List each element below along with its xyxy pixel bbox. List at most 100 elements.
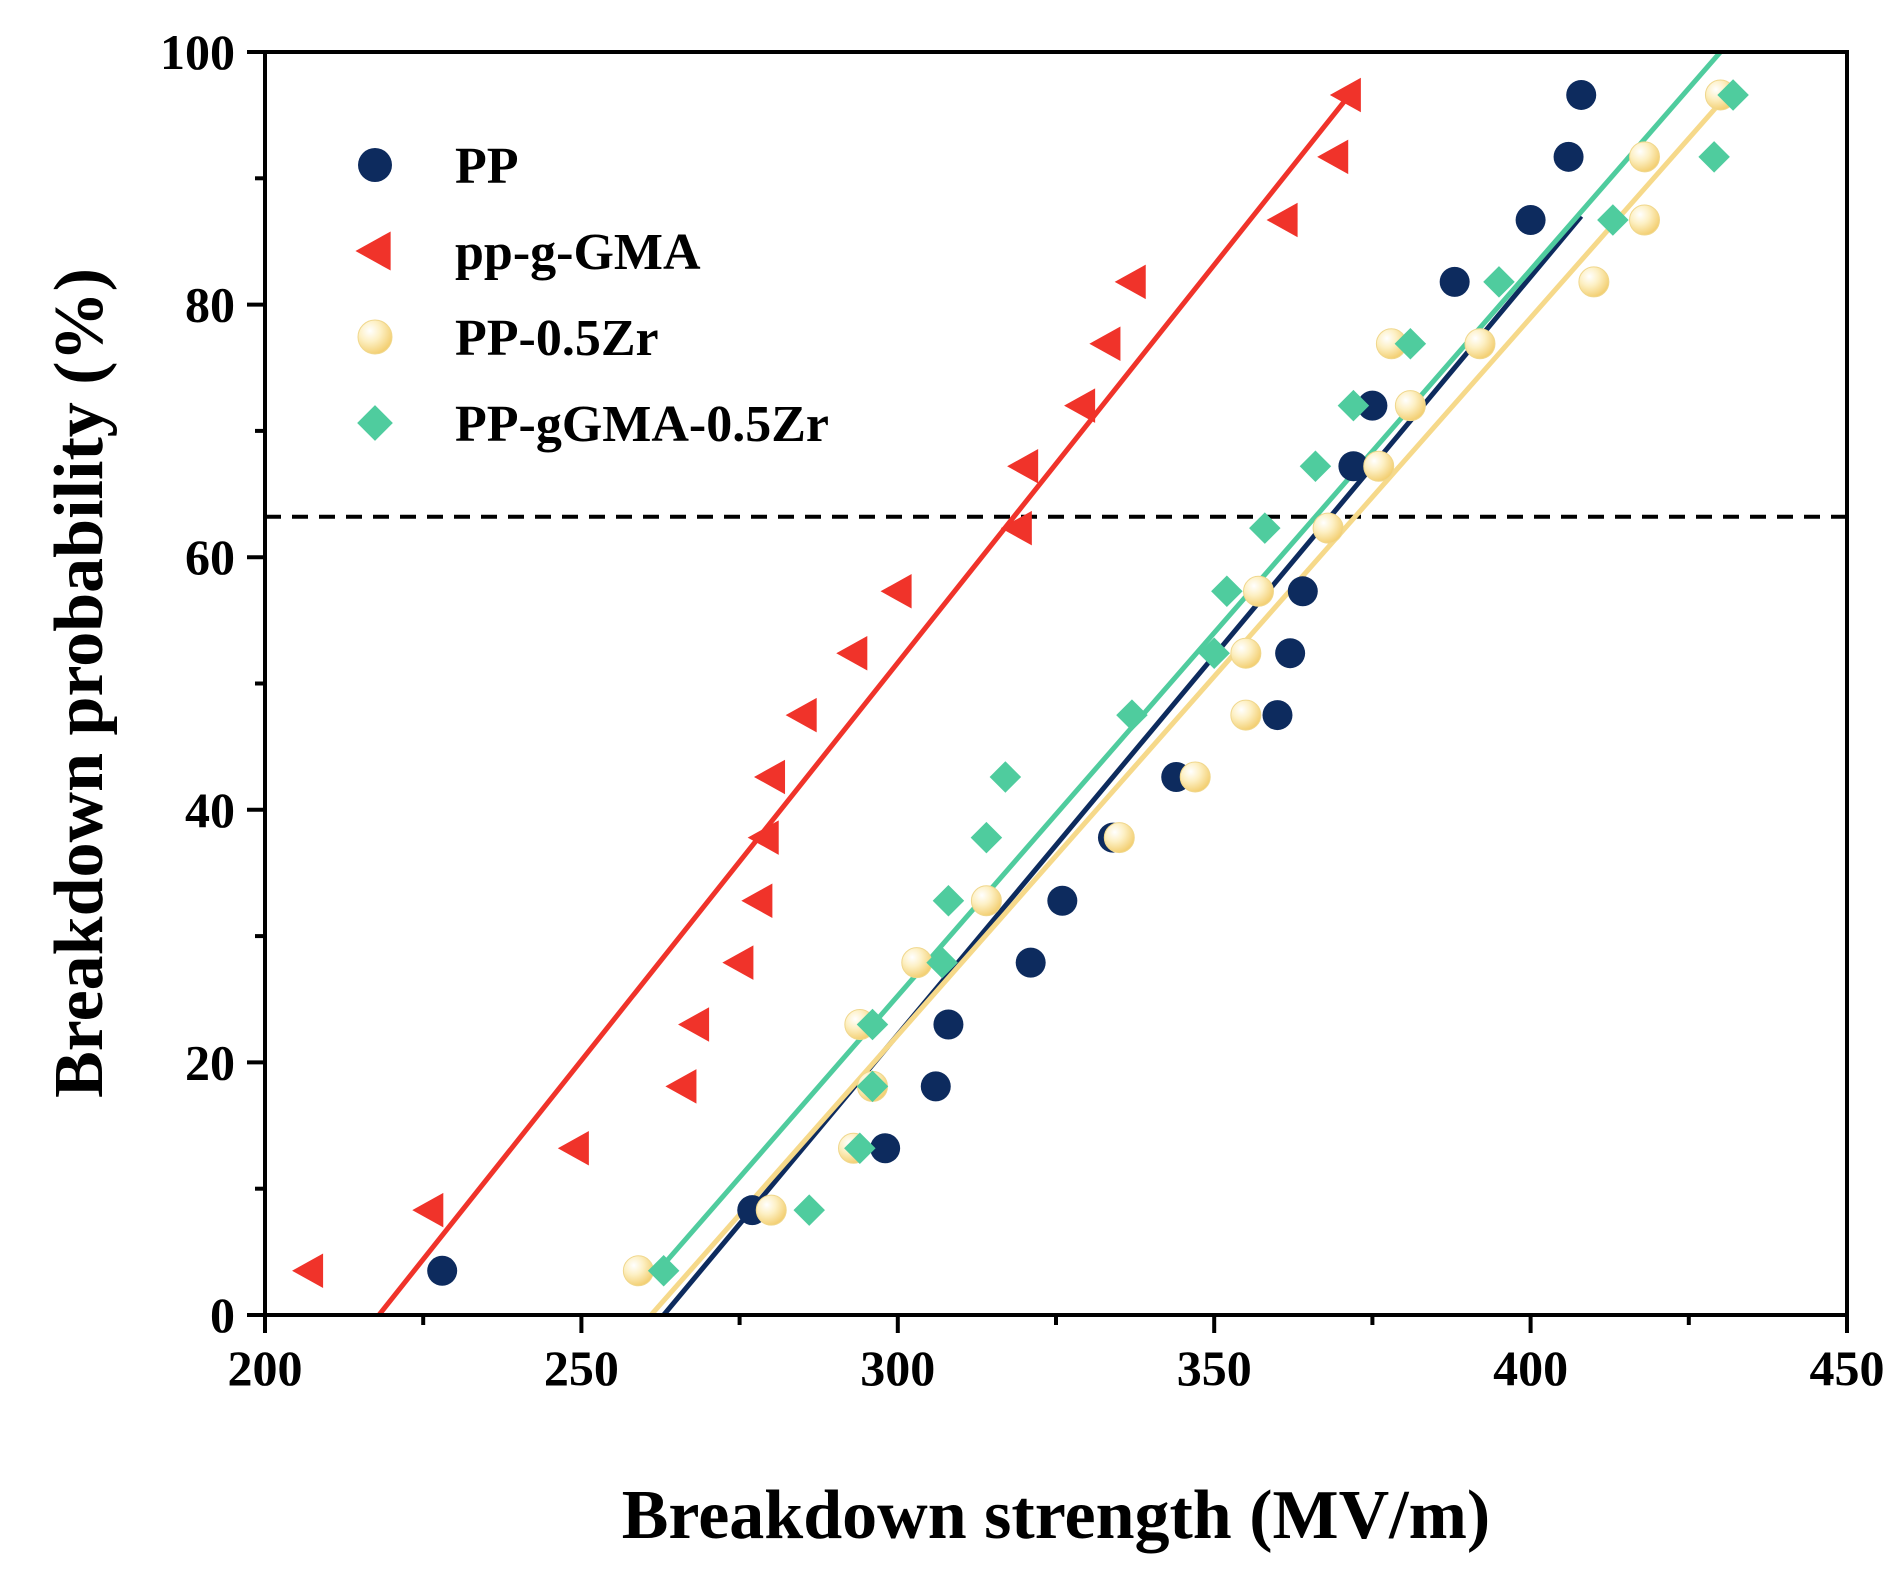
fit-line-pp-0-5zr: [649, 100, 1723, 1315]
point-pp-ggma-0-5zr: [793, 1194, 825, 1226]
x-axis-title: Breakdown strength (MV/m): [622, 1477, 1491, 1554]
point-pp-0-5zr: [970, 885, 1002, 917]
point-pp: [870, 1133, 901, 1164]
point-pp-g-gma: [1000, 510, 1032, 546]
point-pp-g-gma: [1089, 326, 1121, 362]
point-pp-ggma-0-5zr: [844, 1132, 876, 1165]
point-pp-ggma-0-5zr: [1249, 512, 1281, 544]
fit-line-pp: [661, 214, 1584, 1315]
axis-ticks: 200 250 300 350 400 450 0 20 40 60 80 100: [160, 24, 1885, 1396]
point-pp-ggma-0-5zr: [1337, 389, 1370, 422]
point-pp-ggma-0-5zr: [856, 1070, 889, 1103]
point-pp-g-gma: [880, 574, 912, 609]
fit-lines: [376, 52, 1723, 1315]
legend-label-pp-ggma-0-5zr: PP-gGMA-0.5Zr: [455, 396, 829, 453]
point-pp-g-gma: [722, 945, 754, 980]
point-pp-g-gma: [1007, 449, 1039, 484]
y-axis-title: Breakdown probability (%): [41, 268, 118, 1098]
x-tick-label: 250: [544, 1340, 619, 1396]
point-pp-0-5zr: [1230, 637, 1262, 669]
point-pp-ggma-0-5zr: [1597, 204, 1629, 236]
point-pp-0-5zr: [1242, 575, 1274, 607]
point-pp-ggma-0-5zr: [1394, 328, 1427, 360]
y-tick-label: 100: [160, 24, 235, 80]
point-pp: [1275, 638, 1306, 669]
fit-line-pp-ggma-0-5zr: [661, 52, 1723, 1267]
point-pp-ggma-0-5zr: [1116, 699, 1148, 731]
legend: PP pp-g-GMA PP-0.5Zr PP-gGMA-0.5Zr: [355, 138, 829, 453]
point-pp-g-gma: [665, 1069, 697, 1104]
legend-label-pp-g-gma: pp-g-GMA: [455, 224, 701, 281]
point-pp-ggma-0-5zr: [989, 761, 1022, 793]
point-pp-ggma-0-5zr: [1483, 266, 1515, 298]
point-pp-g-gma: [557, 1131, 589, 1166]
point-pp-g-gma: [1317, 139, 1349, 175]
point-pp-g-gma: [1064, 388, 1096, 423]
x-tick-label: 350: [1177, 1340, 1252, 1396]
point-pp-ggma-0-5zr: [1717, 79, 1749, 111]
point-pp-g-gma: [292, 1253, 324, 1289]
point-pp-g-gma: [753, 759, 786, 795]
point-pp: [1566, 79, 1597, 110]
point-pp-g-gma: [836, 635, 868, 671]
y-tick-label: 20: [185, 1034, 235, 1090]
point-pp: [1047, 885, 1078, 916]
point-pp-g-gma: [1266, 202, 1298, 238]
point-pp: [1515, 204, 1546, 235]
point-pp: [1015, 947, 1046, 978]
y-tick-label: 0: [210, 1287, 235, 1343]
point-pp-g-gma: [412, 1192, 444, 1228]
point-pp: [1357, 390, 1388, 421]
x-tick-label: 300: [860, 1340, 935, 1396]
point-pp-ggma-0-5zr: [856, 1008, 889, 1041]
point-pp-ggma-0-5zr: [932, 884, 965, 917]
point-pp-0-5zr: [1578, 266, 1610, 298]
point-pp-g-gma: [1114, 264, 1146, 300]
data-points: [292, 77, 1749, 1289]
legend-label-pp-0-5zr: PP-0.5Zr: [455, 310, 659, 367]
y-tick-label: 60: [185, 529, 235, 585]
point-pp-g-gma: [785, 697, 817, 733]
point-pp-ggma-0-5zr: [926, 946, 958, 979]
point-pp-ggma-0-5zr: [970, 821, 1003, 854]
point-pp-0-5zr: [1230, 699, 1262, 731]
point-pp-ggma-0-5zr: [1198, 637, 1230, 669]
point-pp-ggma-0-5zr: [1698, 141, 1730, 173]
point-pp-0-5zr: [1629, 204, 1661, 236]
point-pp-g-gma: [741, 883, 773, 918]
point-pp-g-gma: [1329, 77, 1361, 113]
plot-frame: [263, 50, 1849, 1317]
point-pp: [1439, 266, 1470, 297]
point-pp-0-5zr: [1179, 761, 1211, 793]
y-tick-label: 40: [185, 782, 235, 838]
x-tick-label: 400: [1493, 1340, 1568, 1396]
legend-label-pp: PP: [455, 138, 519, 195]
point-pp-0-5zr: [1464, 328, 1496, 360]
legend-marker-pp-ggma-0-5zr: [357, 405, 393, 441]
x-tick-label: 200: [228, 1340, 303, 1396]
point-pp: [1287, 576, 1318, 607]
legend-marker-pp: [358, 148, 392, 182]
point-pp: [1262, 700, 1293, 731]
point-pp-ggma-0-5zr: [1299, 450, 1332, 483]
point-pp-0-5zr: [1394, 390, 1426, 422]
point-pp: [920, 1071, 951, 1102]
point-pp-g-gma: [747, 820, 779, 855]
point-pp-ggma-0-5zr: [647, 1255, 680, 1287]
point-pp-0-5zr: [755, 1194, 787, 1226]
legend-marker-pp-g-gma: [355, 231, 391, 271]
point-pp-0-5zr: [1363, 450, 1395, 482]
point-pp-0-5zr: [1312, 512, 1344, 544]
point-pp-0-5zr: [1103, 822, 1135, 854]
point-pp: [1553, 141, 1584, 172]
y-tick-label: 80: [185, 277, 235, 333]
point-pp: [933, 1009, 964, 1040]
x-tick-label: 450: [1810, 1340, 1885, 1396]
point-pp-0-5zr: [1629, 141, 1661, 173]
point-pp-g-gma: [678, 1007, 710, 1042]
legend-marker-pp-0-5zr: [357, 319, 393, 355]
fit-line-pp-g-gma: [376, 88, 1356, 1315]
point-pp: [427, 1255, 458, 1286]
point-pp-ggma-0-5zr: [1211, 575, 1243, 608]
